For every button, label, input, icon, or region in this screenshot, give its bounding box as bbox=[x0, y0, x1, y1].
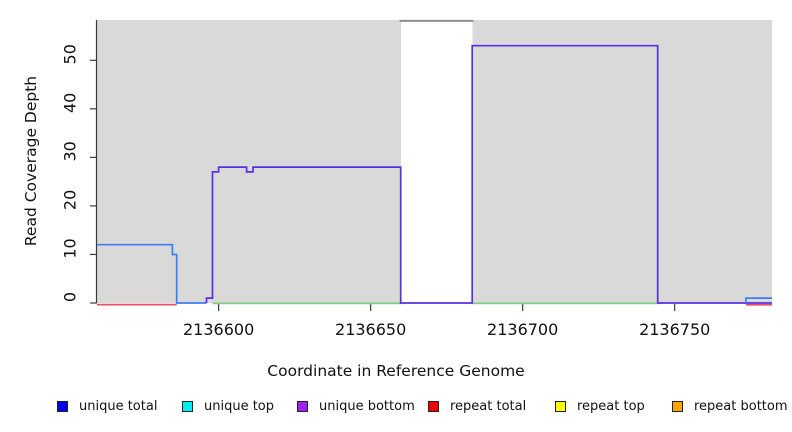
legend-label: repeat top bbox=[577, 398, 645, 414]
y-tick-label: 30 bbox=[61, 141, 80, 161]
legend-swatch-icon bbox=[672, 400, 683, 412]
y-axis-title: Read Coverage Depth bbox=[22, 75, 40, 247]
series-unique-total-left bbox=[97, 243, 207, 304]
x-axis-title: Coordinate in Reference Genome bbox=[267, 362, 525, 380]
legend-swatch-icon bbox=[297, 400, 308, 412]
legend-label: repeat bottom bbox=[694, 398, 788, 414]
chart-canvas: 0 10 20 30 40 50 2136600 2136650 2136700 2136750 bbox=[61, 19, 772, 339]
legend: unique total unique top unique bottom repea… bbox=[0, 397, 792, 419]
legend-label: unique bottom bbox=[319, 398, 415, 414]
legend-label: unique top bbox=[204, 398, 275, 414]
legend-item-repeat-top: repeat top bbox=[555, 397, 645, 415]
legend-swatch-icon bbox=[57, 400, 68, 412]
x-tick-label: 2136650 bbox=[335, 320, 406, 339]
y-tick-label: 10 bbox=[61, 238, 80, 258]
y-tick-label: 50 bbox=[61, 44, 80, 64]
x-tick-label: 2136700 bbox=[487, 320, 558, 339]
legend-label: unique total bbox=[79, 398, 158, 414]
background-band-0 bbox=[97, 20, 402, 303]
legend-item-unique-top: unique top bbox=[182, 397, 274, 415]
x-tick-label: 2136750 bbox=[639, 320, 710, 339]
y-tick-label: 40 bbox=[61, 93, 80, 113]
legend-item-repeat-total: repeat total bbox=[428, 397, 526, 415]
legend-swatch-icon bbox=[182, 400, 193, 412]
y-tick-label: 0 bbox=[61, 292, 80, 302]
y-tick-label: 20 bbox=[61, 190, 80, 210]
legend-swatch-icon bbox=[428, 400, 439, 412]
legend-label: repeat total bbox=[450, 398, 527, 414]
series-unique-bottom bbox=[205, 44, 772, 304]
background-band-1 bbox=[472, 20, 772, 303]
legend-item-unique-total: unique total bbox=[57, 397, 157, 415]
legend-swatch-icon bbox=[555, 400, 566, 412]
x-tick-label: 2136600 bbox=[183, 320, 254, 339]
legend-item-unique-bottom: unique bottom bbox=[297, 397, 415, 415]
legend-item-repeat-bottom: repeat bottom bbox=[672, 397, 788, 415]
series-unique-total-right bbox=[745, 297, 772, 303]
